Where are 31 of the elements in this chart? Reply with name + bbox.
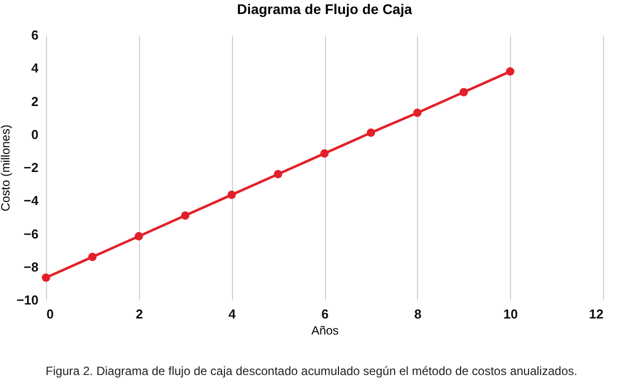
y-tick-label: 2 [31, 94, 38, 109]
point [134, 232, 144, 240]
y-tick-label: −2 [24, 160, 38, 175]
x-tick-label: 4 [228, 306, 237, 322]
point [274, 170, 282, 178]
x-tick-label: 10 [503, 306, 518, 322]
y-tick-label: −10 [16, 292, 38, 308]
x-tick-label: 2 [136, 306, 143, 322]
y-axis-title: Costo (millones) [0, 124, 12, 212]
y-tick-label: −4 [24, 193, 40, 208]
y-tick-label: 4 [31, 60, 40, 76]
point [506, 67, 514, 76]
x-tick-label: 8 [414, 306, 422, 322]
point [42, 273, 50, 282]
y-tick-label: −6 [24, 226, 38, 242]
x-tick-label: 12 [589, 306, 604, 322]
chart-title: Diagrama de Flujo de Caja [236, 1, 412, 17]
point [366, 128, 376, 137]
point [460, 88, 468, 96]
x-tick-label: 0 [46, 306, 54, 322]
x-axis-title: Años [311, 324, 339, 338]
y-tick-label: −8 [24, 259, 38, 274]
text: Figura 2. Diagrama de flujo de caja descontado acumulado según el método de costos anualizados. [44, 364, 578, 378]
y-tick-label: 6 [31, 28, 38, 42]
y-tick-label: 0 [31, 126, 38, 142]
point [320, 149, 329, 158]
point [227, 190, 236, 200]
point [181, 211, 190, 220]
x-tick-label: 6 [321, 306, 329, 322]
point [88, 252, 97, 262]
point [413, 108, 422, 118]
